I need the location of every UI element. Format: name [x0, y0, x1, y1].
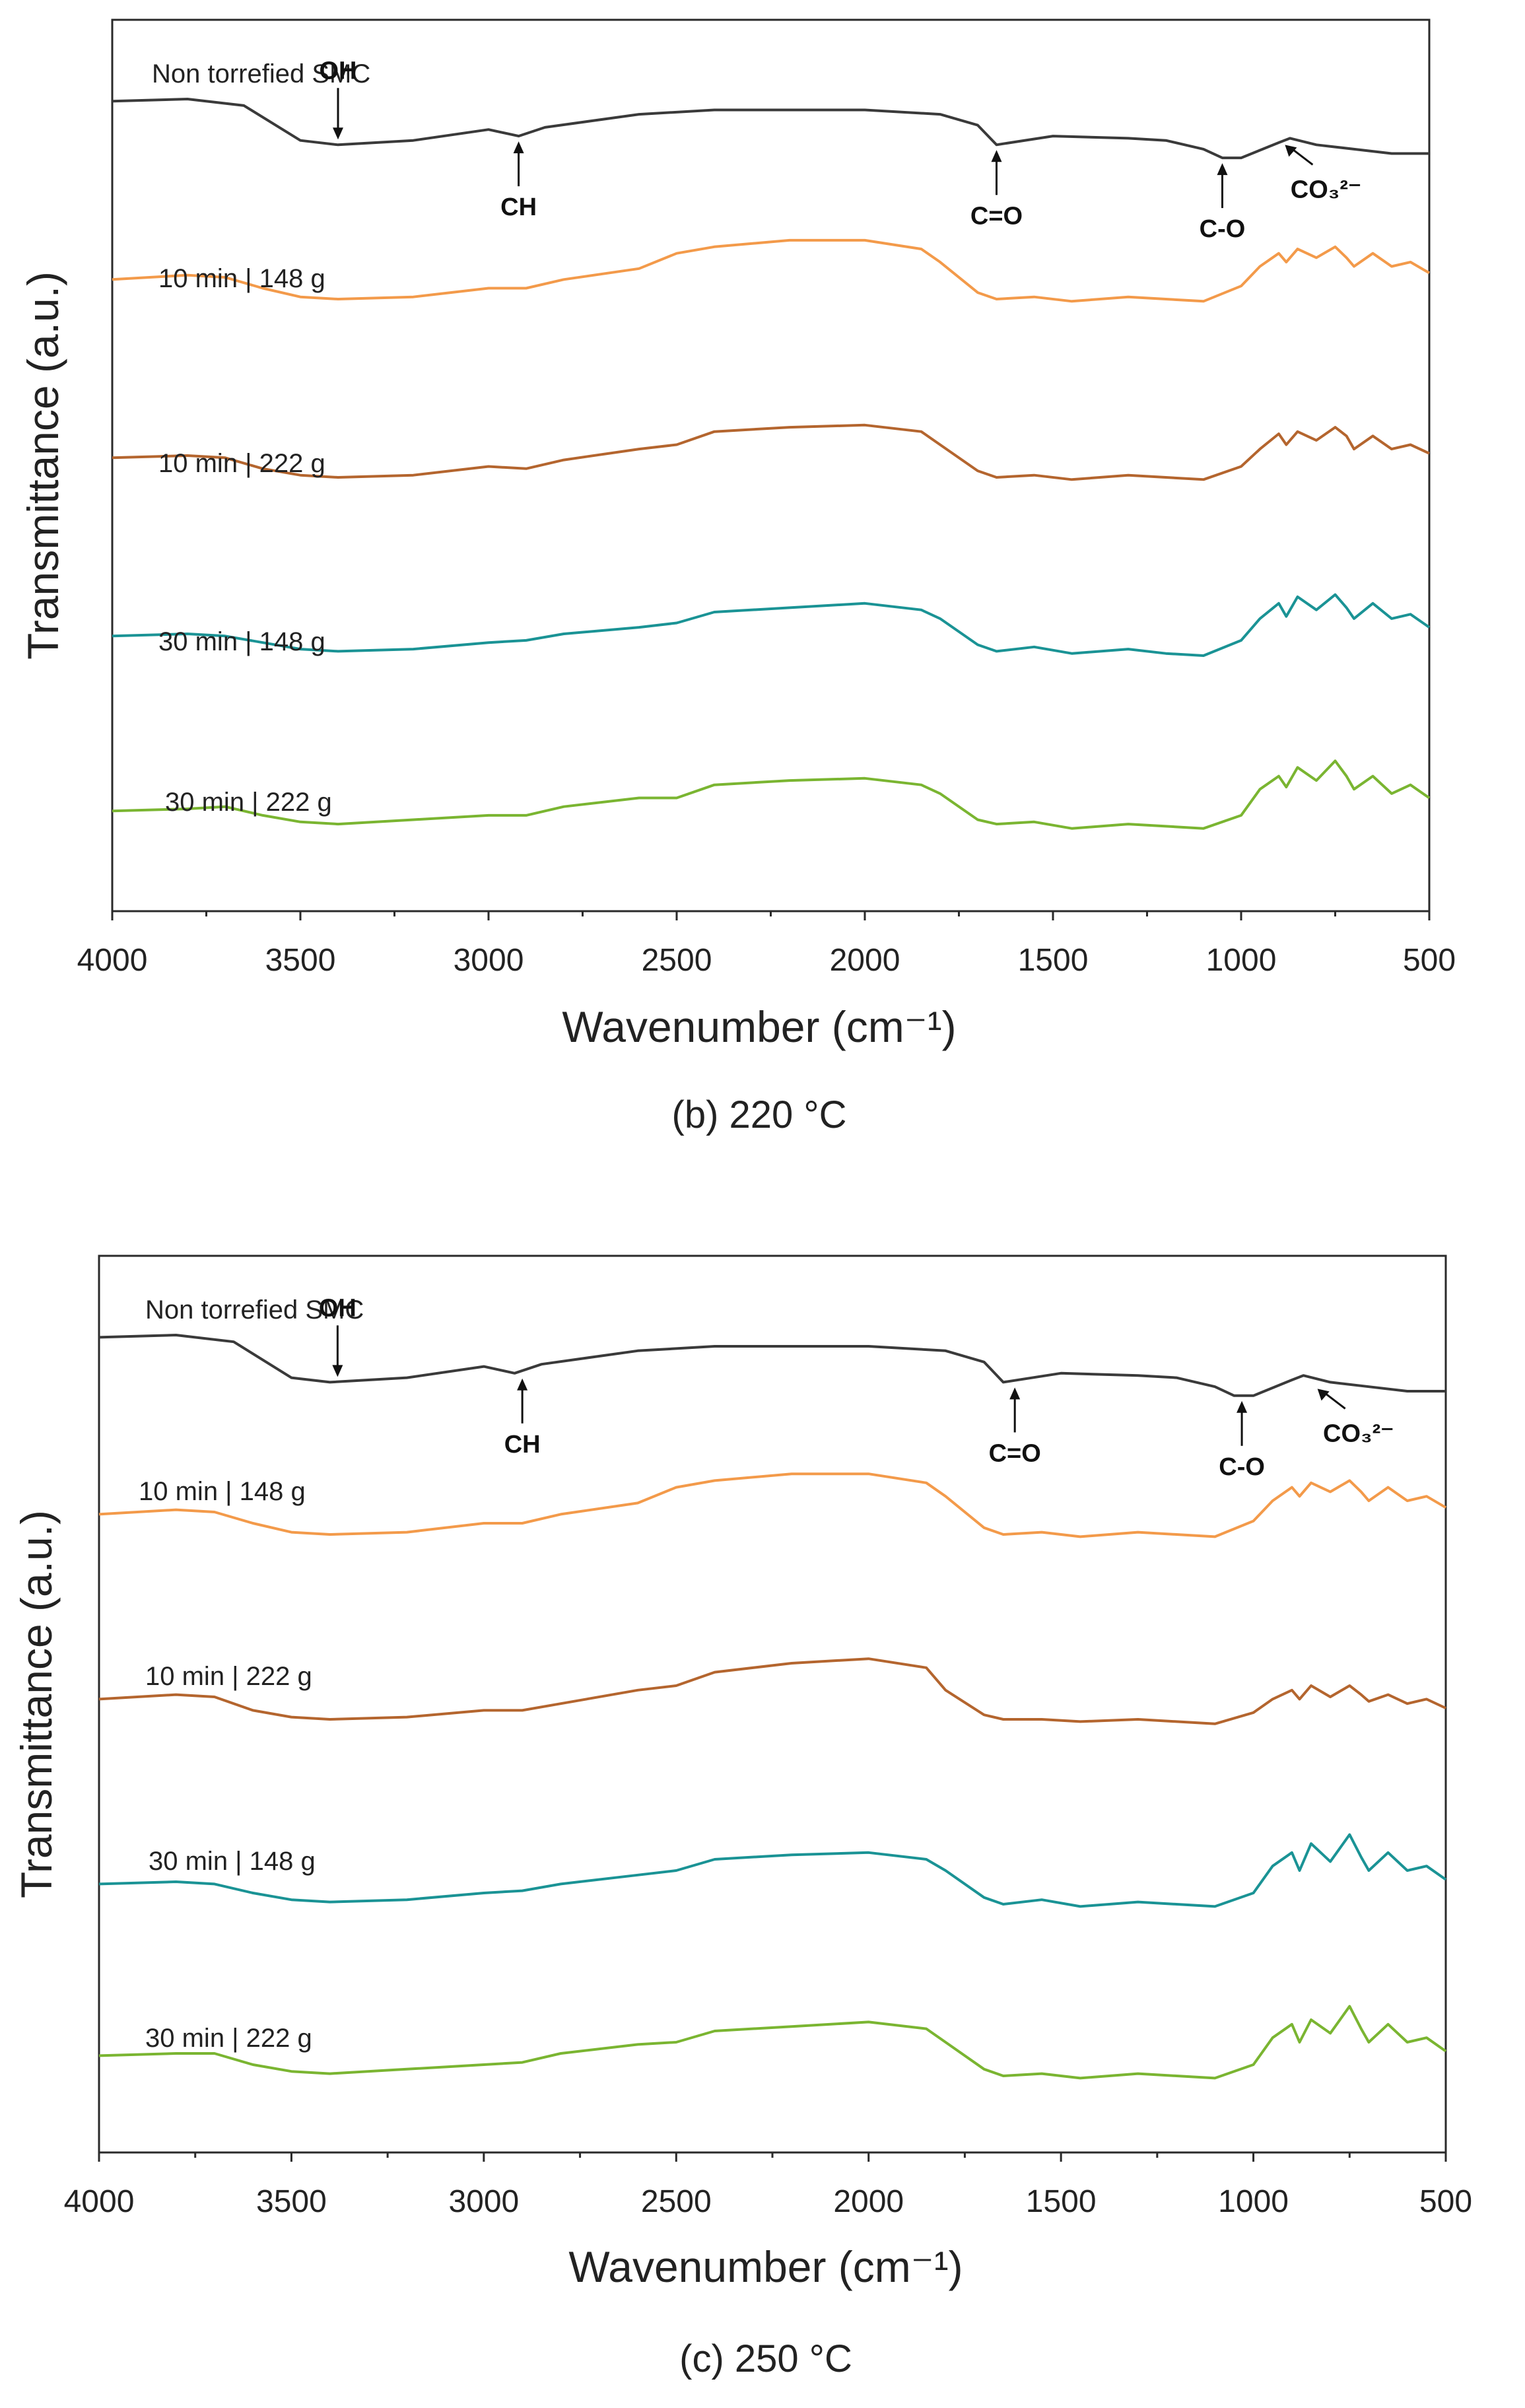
peak-annotation: CH — [500, 141, 537, 221]
series-label: 30 min | 148 g — [149, 1847, 316, 1876]
x-tick-label: 1500 — [1026, 2184, 1097, 2219]
series-line-10-min-222-g — [98, 1657, 1446, 1725]
arrow-head — [1237, 1400, 1248, 1413]
peak-label: C-O — [1219, 1453, 1265, 1481]
panel-b-220: Transmittance (a.u.) Wavenumber (cm⁻¹) (… — [18, 18, 1456, 1136]
peak-label: CO₃²⁻ — [1291, 176, 1361, 203]
peak-annotation: C-O — [1219, 1400, 1265, 1481]
x-tick-label: 2500 — [642, 943, 712, 978]
x-tick-label: 3500 — [265, 943, 336, 978]
x-tick-label: 4000 — [77, 943, 148, 978]
arrow-head — [1009, 1387, 1021, 1400]
series-label: 10 min | 222 g — [145, 1662, 312, 1691]
peak-annotation: C-O — [1200, 163, 1246, 243]
series-line-10-min-148-g — [98, 1472, 1447, 1538]
peak-label: C=O — [989, 1439, 1041, 1467]
peak-label: OH — [320, 57, 357, 85]
peak-label: C=O — [970, 202, 1023, 230]
panel-caption: (c) 250 °C — [679, 2337, 852, 2380]
x-tick-label: 4000 — [64, 2184, 135, 2219]
x-tick-label: 500 — [1419, 2184, 1472, 2219]
series-label: 10 min | 148 g — [158, 264, 325, 293]
x-tick-label: 2000 — [830, 943, 900, 978]
series-label: Non torrefied SMC — [152, 59, 370, 88]
series-line-30-min-148-g — [112, 593, 1431, 657]
peak-annotation: CO₃²⁻ — [1317, 1389, 1394, 1447]
x-tick-label: 3500 — [256, 2184, 327, 2219]
peak-label: CO₃²⁻ — [1323, 1420, 1394, 1447]
peak-annotation: C=O — [989, 1387, 1041, 1467]
series-line-non-torrefied-smc — [98, 1334, 1446, 1397]
x-tick-label: 2000 — [833, 2184, 904, 2219]
x-tick-label: 1500 — [1018, 943, 1089, 978]
x-tick-label: 2500 — [641, 2184, 712, 2219]
peak-label: CH — [500, 193, 537, 221]
series-label: Non torrefied SMC — [145, 1295, 364, 1324]
arrow-head — [1285, 145, 1297, 157]
peak-annotation: CH — [504, 1378, 541, 1459]
series-line-non-torrefied-smc — [112, 98, 1429, 160]
x-tick-label: 1000 — [1218, 2184, 1289, 2219]
arrow-head — [333, 127, 343, 140]
arrow-head — [332, 1365, 343, 1377]
peak-annotation: C=O — [970, 150, 1023, 230]
series-line-30-min-222-g — [112, 759, 1431, 830]
peak-label: C-O — [1200, 215, 1246, 243]
arrow-head — [991, 150, 1002, 162]
arrow-head — [1317, 1389, 1330, 1401]
series-line-10-min-222-g — [112, 423, 1430, 481]
x-tick-label: 500 — [1403, 943, 1456, 978]
series-line-30-min-222-g — [98, 2005, 1447, 2080]
series-line-30-min-148-g — [98, 1833, 1447, 1908]
x-tick-label: 3000 — [454, 943, 524, 978]
arrow-head — [517, 1378, 528, 1391]
plot-frame — [98, 1255, 1447, 2154]
panel-caption: (b) 220 °C — [672, 1093, 847, 1136]
series-label: 30 min | 222 g — [145, 2024, 312, 2053]
x-tick-label: 1000 — [1206, 943, 1277, 978]
x-axis-label: Wavenumber (cm⁻¹) — [562, 1002, 956, 1051]
series-label: 30 min | 148 g — [158, 627, 325, 656]
panel-c-250: Transmittance (a.u.) Wavenumber (cm⁻¹) (… — [12, 1255, 1472, 2380]
series-label: 30 min | 222 g — [165, 788, 332, 817]
peak-annotation: CO₃²⁻ — [1285, 145, 1361, 203]
x-tick-label: 3000 — [448, 2184, 519, 2219]
peak-annotation: OH — [320, 57, 357, 140]
arrow-head — [1217, 163, 1228, 176]
peak-annotation: OH — [319, 1294, 356, 1377]
series-label: 10 min | 148 g — [139, 1477, 306, 1506]
peak-label: OH — [319, 1294, 356, 1322]
arrow-head — [513, 141, 524, 154]
y-axis-label: Transmittance (a.u.) — [12, 1510, 61, 1898]
series-line-10-min-148-g — [112, 238, 1431, 303]
peak-label: CH — [504, 1431, 541, 1459]
series-label: 10 min | 222 g — [158, 449, 325, 478]
y-axis-label: Transmittance (a.u.) — [18, 271, 67, 660]
x-axis-label: Wavenumber (cm⁻¹) — [568, 2242, 963, 2291]
